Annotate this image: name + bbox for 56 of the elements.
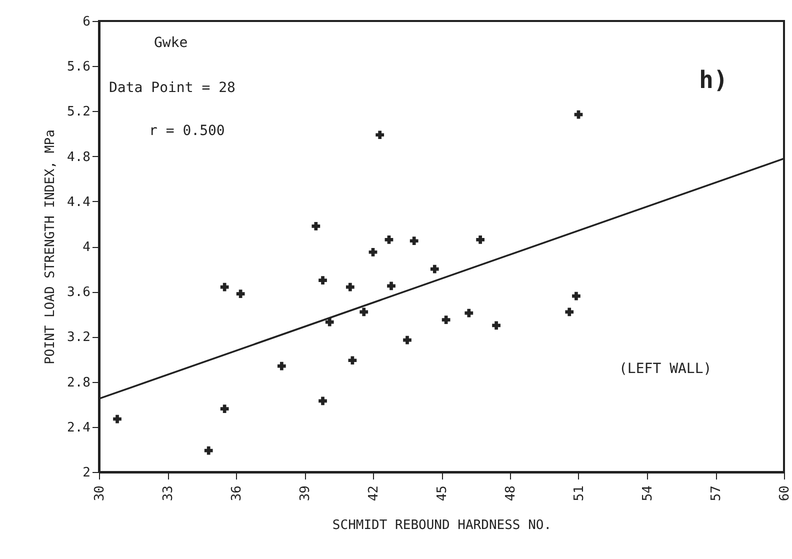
point [410, 236, 418, 246]
y-axis-title: POINT LOAD STRENGTH INDEX, MPa [43, 130, 58, 364]
y-tick-label: 4 [82, 240, 91, 255]
y-tick-label: 6 [82, 14, 90, 30]
x-tick-label: 42 [366, 486, 382, 502]
y-tick-label: 5.6 [67, 60, 90, 75]
x-tick-label: 54 [640, 485, 656, 502]
annotation: Data Point = 28 [109, 80, 236, 96]
point [565, 308, 574, 316]
annotation: (LEFT WALL) [619, 361, 712, 377]
x-tick-label: 30 [92, 486, 108, 502]
annotation: r = 0.500 [149, 123, 225, 139]
point [220, 404, 229, 414]
x-tick-label: 57 [709, 486, 724, 502]
point [368, 248, 378, 256]
point [236, 290, 245, 298]
point [384, 236, 394, 244]
y-tick-label: 5.2 [67, 104, 90, 120]
y-tick-label: 2 [82, 466, 90, 480]
point [376, 130, 384, 140]
point [387, 282, 396, 290]
point [312, 222, 320, 230]
x-tick-label: 39 [298, 486, 313, 502]
x-tick-label: 51 [572, 486, 587, 502]
point [572, 292, 580, 300]
annotation: Gwke [154, 35, 188, 51]
x-tick-label: 48 [504, 486, 518, 502]
point [492, 321, 500, 330]
y-tick-label: 4.8 [67, 150, 90, 165]
annotation: h) [699, 66, 728, 94]
point [346, 282, 354, 292]
point [204, 446, 213, 455]
point [476, 236, 484, 244]
y-tick-label: 2.4 [67, 420, 91, 436]
point [360, 308, 368, 316]
x-axis-title: SCHMIDT REBOUND HARDNESS NO. [332, 518, 552, 534]
point [277, 362, 286, 370]
y-tick-label: 2.8 [67, 375, 90, 390]
point [318, 396, 327, 406]
y-tick-label: 3.6 [67, 285, 90, 300]
point [430, 264, 439, 274]
x-tick-label: 45 [435, 486, 450, 502]
y-tick-label: 4.4 [67, 194, 91, 210]
point [220, 282, 229, 292]
x-tick-label: 33 [161, 486, 176, 502]
point [113, 414, 122, 424]
point [348, 356, 357, 365]
x-tick-label: 60 [778, 486, 792, 502]
point [318, 276, 327, 285]
point [325, 318, 334, 326]
y-tick-label: 3.2 [67, 330, 90, 346]
x-tick-label: 36 [230, 486, 244, 502]
point [574, 110, 583, 119]
point [403, 336, 412, 344]
point [464, 308, 474, 318]
point [442, 316, 450, 324]
